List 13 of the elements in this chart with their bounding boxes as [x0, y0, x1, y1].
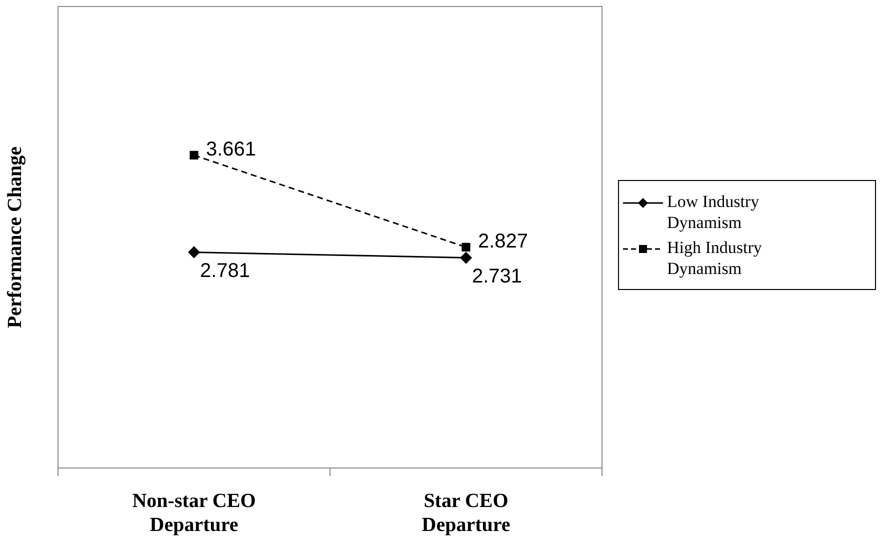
point — [462, 242, 470, 252]
point — [190, 150, 198, 160]
legend-label: High Industry Dynamism — [667, 237, 763, 279]
point — [188, 246, 200, 258]
point — [460, 252, 472, 264]
data-label: 2.781 — [200, 260, 250, 282]
x-tick-label: Star CEO Departure — [422, 490, 510, 536]
legend-label: Low Industry Dynamism — [667, 191, 760, 233]
x-tick-label: Non-star CEO Departure — [132, 490, 256, 536]
y-axis-title: Performance Change — [4, 146, 26, 328]
data-label: 2.731 — [472, 265, 522, 288]
data-label: 2.827 — [478, 230, 528, 253]
data-label: 3.661 — [206, 138, 256, 161]
